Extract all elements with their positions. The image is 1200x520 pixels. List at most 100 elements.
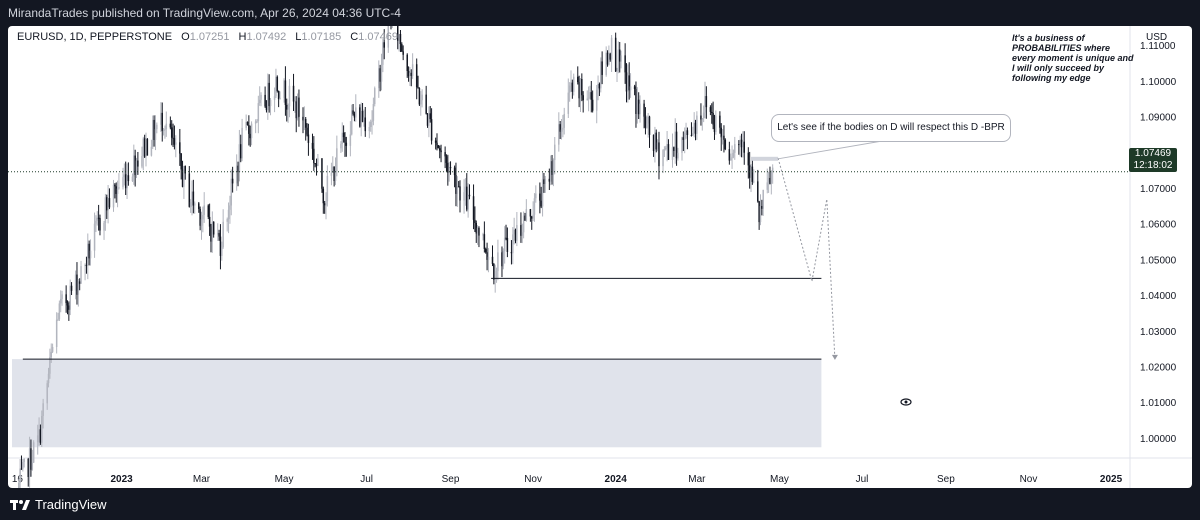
candle-up	[32, 442, 35, 463]
candle-up	[572, 76, 575, 92]
candle-up	[568, 85, 571, 93]
candle-up	[22, 461, 24, 469]
candle-up	[200, 219, 203, 226]
candle-down	[307, 134, 310, 143]
candle-up	[734, 144, 736, 153]
candle-up	[742, 141, 744, 148]
candle-down	[137, 160, 139, 167]
candle-up	[84, 264, 86, 267]
candle-down	[514, 229, 517, 241]
candle-down	[345, 142, 348, 146]
candle-down	[218, 233, 220, 237]
candle-down	[700, 115, 702, 120]
candle-down	[277, 90, 280, 100]
candle-down	[686, 130, 689, 135]
candle-down	[115, 186, 117, 194]
symbol-title[interactable]: EURUSD, 1D, PEPPERSTONE	[17, 31, 173, 43]
candle-down	[694, 122, 697, 134]
price-chart[interactable]: 1.110001.100001.090001.080001.070001.060…	[8, 26, 1192, 488]
candle-down	[401, 44, 403, 52]
candle-up	[112, 184, 115, 208]
candle-up	[19, 468, 21, 483]
candle-down	[501, 252, 503, 267]
candle-up	[674, 131, 676, 151]
candle-down	[530, 216, 533, 219]
candle-down	[740, 139, 743, 148]
callout-pointer	[778, 139, 889, 160]
candle-up	[704, 96, 706, 113]
candle-up	[696, 115, 698, 134]
candle-down	[624, 55, 626, 73]
bar-countdown: 12:18:02	[1133, 160, 1173, 171]
candle-down	[648, 116, 651, 135]
candle-up	[629, 86, 632, 91]
candle-down	[311, 142, 314, 149]
candle-up	[770, 171, 773, 184]
candle-up	[467, 194, 469, 210]
candle-down	[655, 132, 658, 150]
candle-up	[230, 178, 233, 206]
y-tick-label: 1.09000	[1140, 113, 1177, 124]
candle-up	[326, 175, 329, 202]
candle-up	[238, 144, 241, 173]
candle-down	[66, 303, 69, 306]
candle-up	[476, 227, 479, 234]
currency-label: USD	[1146, 32, 1168, 43]
candle-down	[198, 203, 200, 209]
candle-up	[552, 160, 555, 175]
candle-up	[267, 82, 269, 111]
candle-up	[58, 303, 61, 320]
footer-bar: TradingView	[0, 488, 1200, 520]
candle-down	[635, 89, 637, 114]
candle-down	[237, 165, 239, 173]
candle-down	[682, 137, 685, 140]
candle-down	[352, 110, 354, 114]
candle-down	[127, 175, 130, 182]
candle-down	[114, 184, 116, 187]
candle-down	[249, 133, 251, 139]
candle-down	[314, 163, 316, 165]
candle-down	[459, 186, 461, 201]
candle-down	[690, 134, 693, 136]
publish-bar: MirandaTrades published on TradingView.c…	[0, 0, 1200, 26]
candle-down	[438, 148, 441, 151]
candle-up	[681, 137, 683, 153]
candle-down	[484, 248, 487, 253]
chart-frame[interactable]: 1.110001.100001.090001.080001.070001.060…	[8, 26, 1192, 488]
candle-up	[165, 123, 168, 130]
candle-down	[97, 217, 100, 219]
candle-up	[398, 33, 400, 41]
candle-down	[757, 181, 759, 202]
candle-up	[409, 72, 411, 77]
candle-down	[192, 191, 195, 206]
symbol-info[interactable]: EURUSD, 1D, PEPPERSTONE O1.07251 H1.0749…	[17, 31, 398, 43]
candle-down	[510, 251, 513, 254]
candle-down	[444, 152, 446, 157]
high-label: H	[238, 31, 247, 43]
candle-up	[448, 167, 450, 173]
candle-up	[762, 189, 764, 209]
candle-up	[332, 166, 334, 173]
candle-down	[719, 115, 721, 128]
candle-up	[487, 256, 490, 260]
candle-down	[609, 53, 612, 60]
candle-down	[455, 175, 457, 194]
candle-down	[505, 237, 507, 239]
candle-up	[701, 118, 704, 120]
tradingview-logo[interactable]: TradingView	[10, 497, 107, 512]
x-tick-label: 2025	[1100, 474, 1123, 485]
callout-note[interactable]: Let's see if the bodies on D will respec…	[771, 114, 1011, 142]
candle-down	[577, 76, 579, 83]
candle-up	[752, 181, 755, 183]
candle-down	[628, 75, 630, 91]
candle-up	[554, 144, 556, 161]
candle-down	[591, 99, 594, 111]
candle-down	[292, 85, 295, 102]
candle-down	[342, 132, 345, 138]
candle-up	[126, 175, 128, 189]
x-tick-label: Mar	[193, 474, 211, 485]
candle-down	[108, 198, 111, 208]
candle-up	[229, 205, 231, 210]
projection-arrowhead	[831, 354, 838, 360]
quote-note[interactable]: It's a business of PROBABILITIES where e…	[1012, 33, 1134, 83]
